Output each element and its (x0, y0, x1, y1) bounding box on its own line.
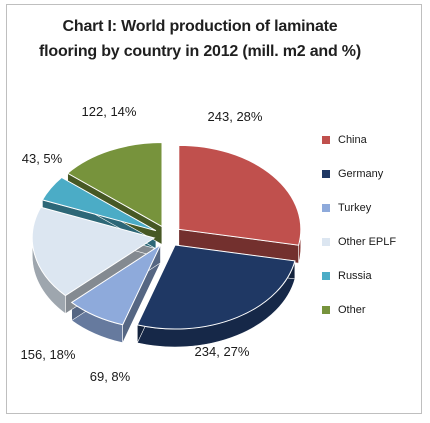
chart-title-line-1: Chart I: World production of laminate (62, 18, 338, 35)
legend-label-turkey: Turkey (338, 202, 372, 214)
legend-item-germany: Germany (322, 157, 396, 191)
pie-slice-other-eplf (31, 206, 156, 297)
legend: China Germany Turkey Other EPLF Russia O… (322, 123, 396, 327)
pie-slice-china (178, 144, 302, 246)
pie-slice-germany (136, 244, 296, 330)
legend-label-russia: Russia (338, 270, 372, 282)
legend-swatch-germany (322, 170, 330, 178)
pie-slices (31, 142, 302, 330)
legend-swatch-russia (322, 272, 330, 280)
chart-title-line-2: flooring by country in 2012 (mill. m2 an… (39, 43, 361, 60)
data-label-other-eplf: 156, 18% (21, 347, 76, 362)
legend-swatch-other (322, 306, 330, 314)
data-label-russia: 43, 5% (22, 151, 63, 166)
pie-slice-other (66, 142, 163, 228)
legend-label-china: China (338, 134, 367, 146)
legend-label-germany: Germany (338, 168, 384, 180)
legend-swatch-turkey (322, 204, 330, 212)
legend-item-other: Other (322, 293, 396, 327)
pie-slice-russia (41, 176, 157, 232)
legend-item-other-eplf: Other EPLF (322, 225, 396, 259)
pie-slice-turkey (70, 243, 162, 326)
legend-swatch-china (322, 136, 330, 144)
data-label-turkey: 69, 8% (90, 369, 131, 384)
data-labels: 243, 28% 234, 27% 69, 8% 156, 18% 43, 5% 122,… (21, 104, 263, 384)
legend-label-other: Other (338, 304, 366, 316)
data-label-china: 243, 28% (208, 109, 263, 124)
legend-label-other-eplf: Other EPLF (338, 236, 397, 248)
legend-swatch-other-eplf (322, 238, 330, 246)
chart-title: Chart I: World production of laminate fl… (20, 14, 380, 64)
legend-item-china: China (322, 123, 396, 157)
legend-item-turkey: Turkey (322, 191, 396, 225)
data-label-other: 122, 14% (82, 104, 137, 119)
data-label-germany: 234, 27% (195, 344, 250, 359)
legend-item-russia: Russia (322, 259, 396, 293)
